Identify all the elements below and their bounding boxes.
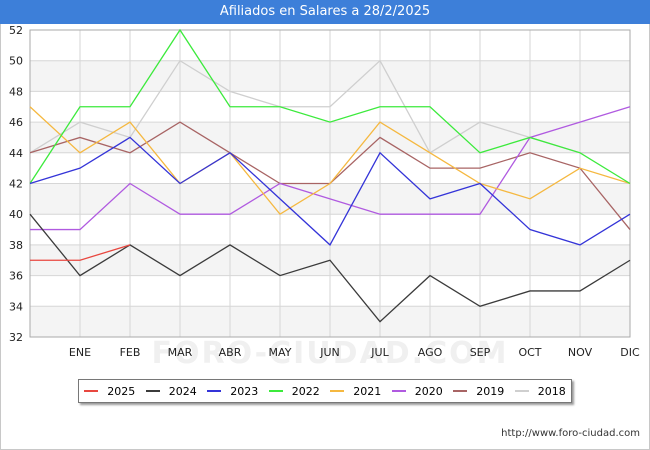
legend-label: 2023 xyxy=(230,384,259,398)
x-tick-label: JUL xyxy=(370,346,389,359)
legend-item-2021: 2021 xyxy=(330,385,381,398)
y-tick-label: 36 xyxy=(9,270,23,283)
legend-item-2022: 2022 xyxy=(268,384,320,398)
series-line-2022 xyxy=(29,28,631,185)
legend-label: 2021 xyxy=(353,384,382,398)
series-line-2023 xyxy=(29,136,631,246)
series-line-2025 xyxy=(30,244,131,261)
legend-item-2025: 2025 xyxy=(84,385,135,398)
legend-label: 2022 xyxy=(291,384,320,398)
legend-item-2018: 2018 xyxy=(514,384,566,398)
y-tick-label: 32 xyxy=(9,331,23,344)
legend-item-2024: 2024 xyxy=(145,384,197,398)
legend-label: 2018 xyxy=(537,384,566,398)
legend-swatch xyxy=(268,390,283,392)
series-line-2021 xyxy=(29,106,631,216)
x-tick-label: MAY xyxy=(269,346,292,359)
y-tick-label: 48 xyxy=(9,85,23,98)
legend-item-2019: 2019 xyxy=(453,385,504,398)
y-tick-label: 46 xyxy=(9,116,23,129)
legend-swatch xyxy=(514,390,529,392)
x-tick-label: MAR xyxy=(168,346,193,359)
legend-swatch xyxy=(207,390,222,392)
x-tick-label: JUN xyxy=(319,346,340,359)
footer-url[interactable]: http://www.foro-ciudad.com xyxy=(501,428,640,439)
legend-swatch xyxy=(453,390,468,392)
legend-label: 2019 xyxy=(476,384,505,398)
y-tick-label: 34 xyxy=(9,300,23,313)
y-tick-label: 42 xyxy=(9,178,23,191)
y-tick-label: 40 xyxy=(9,208,23,221)
legend-swatch xyxy=(145,390,160,392)
x-tick-label: AGO xyxy=(418,346,443,359)
legend-label: 2020 xyxy=(414,384,443,398)
x-tick-label: FEB xyxy=(120,346,141,359)
x-tick-label: ENE xyxy=(69,346,91,359)
legend-swatch xyxy=(84,390,99,392)
legend-item-2020: 2020 xyxy=(391,384,443,398)
x-tick-label: OCT xyxy=(518,346,541,359)
x-tick-label: ABR xyxy=(219,346,242,359)
x-tick-label: SEP xyxy=(470,346,491,359)
x-tick-label: DIC xyxy=(620,346,640,359)
legend-item-2023: 2023 xyxy=(207,385,258,398)
x-tick-label: NOV xyxy=(568,346,593,359)
legend: 2025 2024 2023 2022 2021 2020 2019 2018 xyxy=(78,379,572,403)
y-tick-label: 38 xyxy=(9,239,23,252)
y-tick-label: 44 xyxy=(9,147,23,160)
legend-swatch xyxy=(391,390,406,392)
legend-label: 2025 xyxy=(107,384,136,398)
y-tick-label: 52 xyxy=(9,24,23,37)
legend-swatch xyxy=(330,390,345,392)
chart-title: Afiliados en Salares a 28/2/2025 xyxy=(0,0,650,24)
y-tick-label: 50 xyxy=(9,55,23,68)
legend-label: 2024 xyxy=(168,384,197,398)
watermark: FORO-CIUDAD.COM xyxy=(152,336,509,371)
